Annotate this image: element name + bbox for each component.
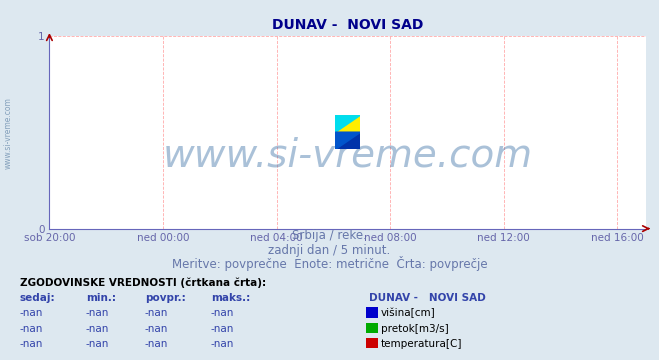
Text: ZGODOVINSKE VREDNOSTI (črtkana črta):: ZGODOVINSKE VREDNOSTI (črtkana črta): [20,278,266,288]
Text: -nan: -nan [20,339,43,349]
Polygon shape [335,115,360,132]
Text: povpr.:: povpr.: [145,293,186,303]
Text: višina[cm]: višina[cm] [381,308,436,319]
Text: maks.:: maks.: [211,293,250,303]
Text: -nan: -nan [145,309,168,319]
Polygon shape [335,132,360,149]
Text: -nan: -nan [211,309,234,319]
Text: www.si-vreme.com: www.si-vreme.com [163,136,532,174]
Polygon shape [335,115,360,132]
Text: temperatura[C]: temperatura[C] [381,339,463,349]
Text: pretok[m3/s]: pretok[m3/s] [381,324,449,334]
Text: -nan: -nan [211,324,234,334]
Title: DUNAV -  NOVI SAD: DUNAV - NOVI SAD [272,18,423,32]
Text: zadnji dan / 5 minut.: zadnji dan / 5 minut. [268,244,391,257]
Text: Meritve: povprečne  Enote: metrične  Črta: povprečje: Meritve: povprečne Enote: metrične Črta:… [172,256,487,271]
Text: -nan: -nan [211,339,234,349]
Text: sedaj:: sedaj: [20,293,55,303]
Polygon shape [335,132,360,149]
Text: -nan: -nan [86,324,109,334]
Text: -nan: -nan [145,339,168,349]
Text: Srbija / reke.: Srbija / reke. [292,229,367,242]
Text: www.si-vreme.com: www.si-vreme.com [3,97,13,169]
Text: -nan: -nan [86,339,109,349]
Text: -nan: -nan [20,324,43,334]
Text: -nan: -nan [145,324,168,334]
Text: min.:: min.: [86,293,116,303]
Text: DUNAV -   NOVI SAD: DUNAV - NOVI SAD [369,293,486,303]
Text: -nan: -nan [86,309,109,319]
Text: -nan: -nan [20,309,43,319]
